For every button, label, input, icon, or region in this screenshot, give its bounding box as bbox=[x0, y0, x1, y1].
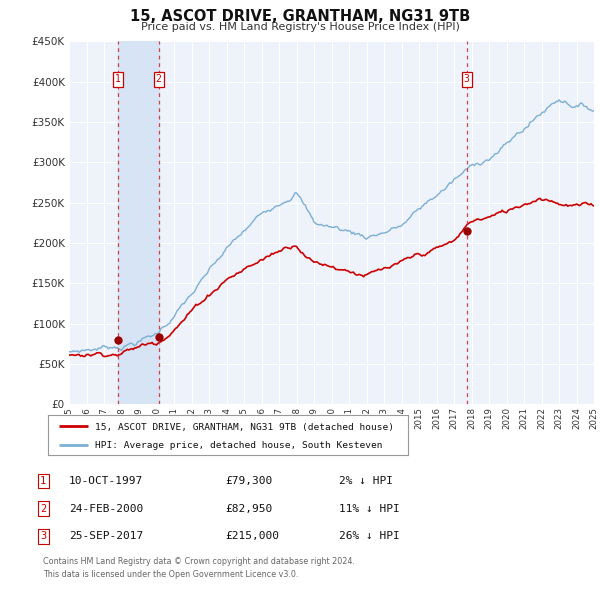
Text: 2: 2 bbox=[155, 74, 161, 84]
Text: This data is licensed under the Open Government Licence v3.0.: This data is licensed under the Open Gov… bbox=[43, 571, 299, 579]
Text: 3: 3 bbox=[40, 532, 46, 541]
Bar bbox=[118, 41, 158, 404]
Text: £82,950: £82,950 bbox=[225, 504, 272, 513]
Text: £215,000: £215,000 bbox=[225, 532, 279, 541]
Text: 24-FEB-2000: 24-FEB-2000 bbox=[69, 504, 143, 513]
Text: 2: 2 bbox=[40, 504, 46, 513]
Text: £79,300: £79,300 bbox=[225, 476, 272, 486]
Text: 2% ↓ HPI: 2% ↓ HPI bbox=[339, 476, 393, 486]
Text: 15, ASCOT DRIVE, GRANTHAM, NG31 9TB (detached house): 15, ASCOT DRIVE, GRANTHAM, NG31 9TB (det… bbox=[95, 423, 394, 432]
Text: 3: 3 bbox=[464, 74, 470, 84]
Text: 10-OCT-1997: 10-OCT-1997 bbox=[69, 476, 143, 486]
Text: Price paid vs. HM Land Registry's House Price Index (HPI): Price paid vs. HM Land Registry's House … bbox=[140, 22, 460, 32]
Text: 1: 1 bbox=[40, 476, 46, 486]
Text: Contains HM Land Registry data © Crown copyright and database right 2024.: Contains HM Land Registry data © Crown c… bbox=[43, 558, 355, 566]
Text: 25-SEP-2017: 25-SEP-2017 bbox=[69, 532, 143, 541]
Text: 26% ↓ HPI: 26% ↓ HPI bbox=[339, 532, 400, 541]
Text: 15, ASCOT DRIVE, GRANTHAM, NG31 9TB: 15, ASCOT DRIVE, GRANTHAM, NG31 9TB bbox=[130, 9, 470, 24]
Text: HPI: Average price, detached house, South Kesteven: HPI: Average price, detached house, Sout… bbox=[95, 441, 382, 450]
Text: 11% ↓ HPI: 11% ↓ HPI bbox=[339, 504, 400, 513]
Text: 1: 1 bbox=[115, 74, 121, 84]
